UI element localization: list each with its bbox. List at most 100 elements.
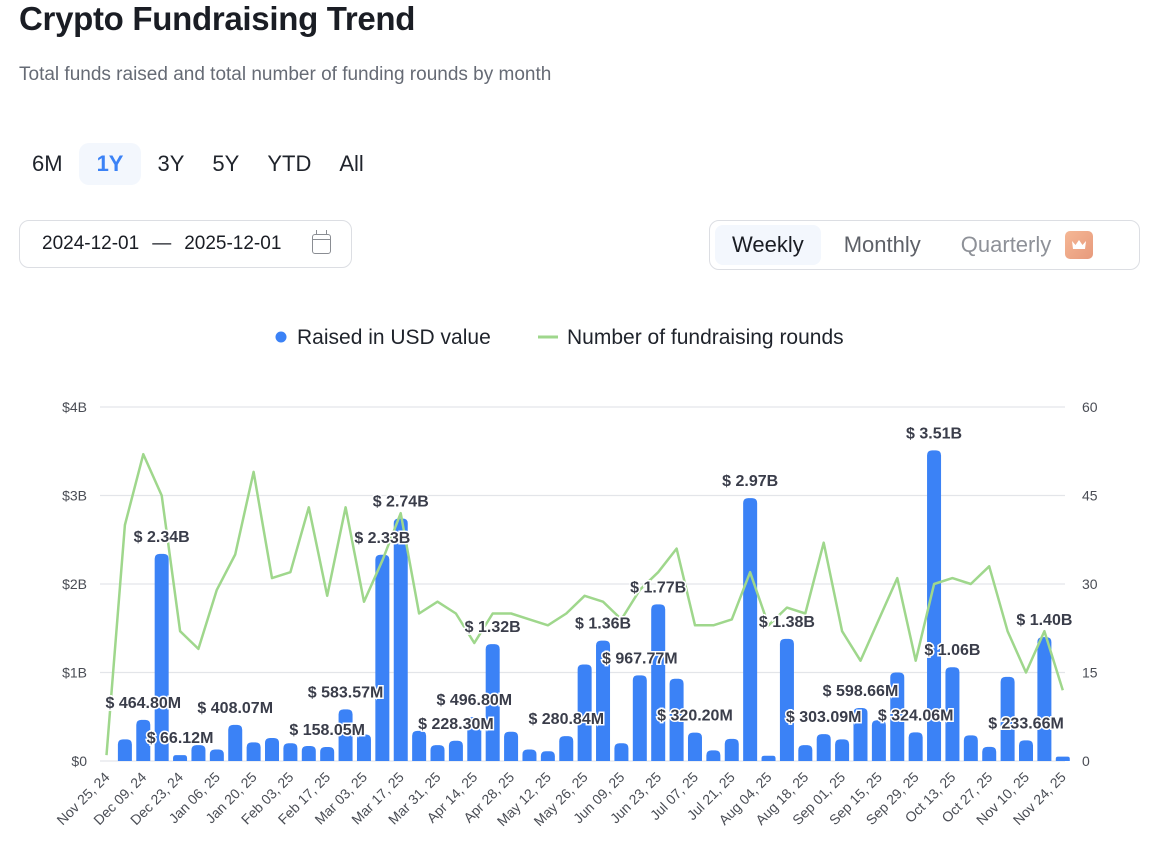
bar-value-label: $ 1.06B bbox=[924, 642, 980, 659]
y-right-tick-label: 30 bbox=[1082, 576, 1098, 592]
bar bbox=[614, 743, 629, 761]
bar-value-label: $ 158.05M bbox=[289, 722, 365, 739]
y-right-tick-label: 60 bbox=[1082, 399, 1098, 415]
y-left-tick-label: $1B bbox=[62, 665, 87, 681]
bar-value-label: $ 2.97B bbox=[722, 473, 778, 490]
bar bbox=[191, 745, 206, 761]
bar bbox=[927, 450, 942, 761]
bar-value-label: $ 1.38B bbox=[759, 614, 815, 631]
bar bbox=[320, 747, 335, 761]
crown-icon bbox=[1065, 231, 1094, 259]
y-axis-right: 0 15 30 45 60 bbox=[1082, 399, 1098, 769]
calendar-icon[interactable] bbox=[312, 230, 331, 254]
bar bbox=[761, 755, 776, 761]
bar bbox=[173, 755, 188, 761]
bar bbox=[1037, 637, 1052, 761]
bar bbox=[908, 732, 923, 761]
bar bbox=[265, 737, 280, 761]
bar-value-label: $ 1.36B bbox=[575, 616, 631, 633]
bar bbox=[485, 644, 500, 761]
bar-value-label: $ 408.07M bbox=[197, 700, 273, 717]
y-right-tick-label: 0 bbox=[1082, 753, 1090, 769]
bar bbox=[632, 675, 647, 761]
legend-bar-label[interactable]: Raised in USD value bbox=[297, 326, 491, 349]
bar bbox=[871, 720, 886, 761]
range-6m[interactable]: 6M bbox=[32, 151, 63, 176]
y-axis-left: $0 $1B $2B $3B $4B bbox=[62, 399, 87, 769]
end-date[interactable]: 2025-12-01 bbox=[184, 233, 282, 254]
bar-value-label: $ 233.66M bbox=[988, 715, 1064, 732]
period-quarterly[interactable]: Quarterly bbox=[960, 232, 1052, 257]
bar bbox=[835, 739, 850, 761]
bar-value-label: $ 496.80M bbox=[436, 692, 512, 709]
y-left-tick-label: $2B bbox=[62, 576, 87, 592]
start-date[interactable]: 2024-12-01 bbox=[42, 233, 140, 254]
y-right-tick-label: 15 bbox=[1082, 665, 1098, 681]
bar-value-label: $ 1.32B bbox=[465, 619, 521, 636]
bar bbox=[963, 735, 978, 761]
bar-value-label: $ 280.84M bbox=[528, 711, 604, 728]
bar bbox=[540, 751, 555, 761]
bar bbox=[375, 554, 390, 761]
bar bbox=[136, 719, 151, 761]
bar bbox=[117, 739, 132, 761]
bar bbox=[522, 749, 537, 761]
y-left-tick-label: $0 bbox=[71, 753, 87, 769]
bar bbox=[798, 745, 813, 761]
period-toggle: Weekly Monthly Quarterly bbox=[709, 220, 1140, 270]
bar bbox=[1019, 740, 1033, 761]
range-ytd[interactable]: YTD bbox=[267, 151, 312, 176]
range-1y[interactable]: 1Y bbox=[78, 143, 142, 185]
bar bbox=[890, 672, 905, 761]
bar-value-label: $ 320.20M bbox=[657, 708, 733, 725]
rounds-line bbox=[105, 452, 1064, 756]
bar bbox=[651, 604, 666, 761]
bar bbox=[596, 640, 611, 761]
bar bbox=[209, 749, 224, 761]
bar-value-label: $ 464.80M bbox=[105, 695, 181, 712]
bar bbox=[945, 667, 960, 761]
bar-value-label: $ 583.57M bbox=[308, 684, 384, 701]
bar bbox=[687, 732, 702, 761]
bar-value-label: $ 2.74B bbox=[373, 494, 429, 511]
bar bbox=[356, 734, 371, 761]
bar bbox=[338, 709, 353, 761]
bar bbox=[393, 518, 408, 761]
y-left-tick-label: $3B bbox=[62, 488, 87, 504]
bar bbox=[154, 553, 169, 761]
bar bbox=[448, 740, 463, 761]
bar bbox=[743, 498, 758, 761]
range-selector: 6M 1Y 3Y 5Y YTD All bbox=[20, 143, 380, 185]
bar bbox=[246, 742, 261, 761]
legend-line-label[interactable]: Number of fundraising rounds bbox=[567, 326, 844, 349]
bar-value-label: $ 66.12M bbox=[147, 730, 214, 747]
bar-labels: $ 464.80M $ 2.34B $ 66.12M $ 408.07M $ 158.0… bbox=[104, 424, 1074, 749]
bar bbox=[430, 745, 445, 761]
bar bbox=[559, 736, 574, 761]
bar-value-label: $ 1.40B bbox=[1016, 612, 1072, 629]
period-weekly[interactable]: Weekly bbox=[715, 225, 821, 265]
bar-value-label: $ 598.66M bbox=[823, 683, 899, 700]
bar-value-label: $ 228.30M bbox=[418, 716, 494, 733]
bar-value-label: $ 3.51B bbox=[906, 425, 962, 442]
period-monthly[interactable]: Monthly bbox=[843, 232, 921, 257]
range-3y[interactable]: 3Y bbox=[157, 151, 185, 176]
date-range-picker[interactable]: 2024-12-01 — 2025-12-01 bbox=[19, 220, 352, 268]
bar bbox=[724, 738, 739, 761]
range-5y[interactable]: 5Y bbox=[212, 151, 240, 176]
bar bbox=[1000, 676, 1015, 761]
bar bbox=[467, 717, 482, 761]
y-left-tick-label: $4B bbox=[62, 399, 87, 415]
page-title: Crypto Fundraising Trend bbox=[19, 0, 416, 37]
bar-value-label: $ 2.34B bbox=[134, 529, 190, 546]
bar bbox=[669, 678, 684, 761]
bar bbox=[301, 745, 316, 761]
bar-value-label: $ 2.33B bbox=[354, 530, 410, 547]
range-all[interactable]: All bbox=[339, 151, 364, 176]
bar bbox=[853, 708, 868, 761]
bar bbox=[283, 743, 298, 761]
bars bbox=[117, 450, 1070, 761]
bar bbox=[779, 638, 794, 761]
